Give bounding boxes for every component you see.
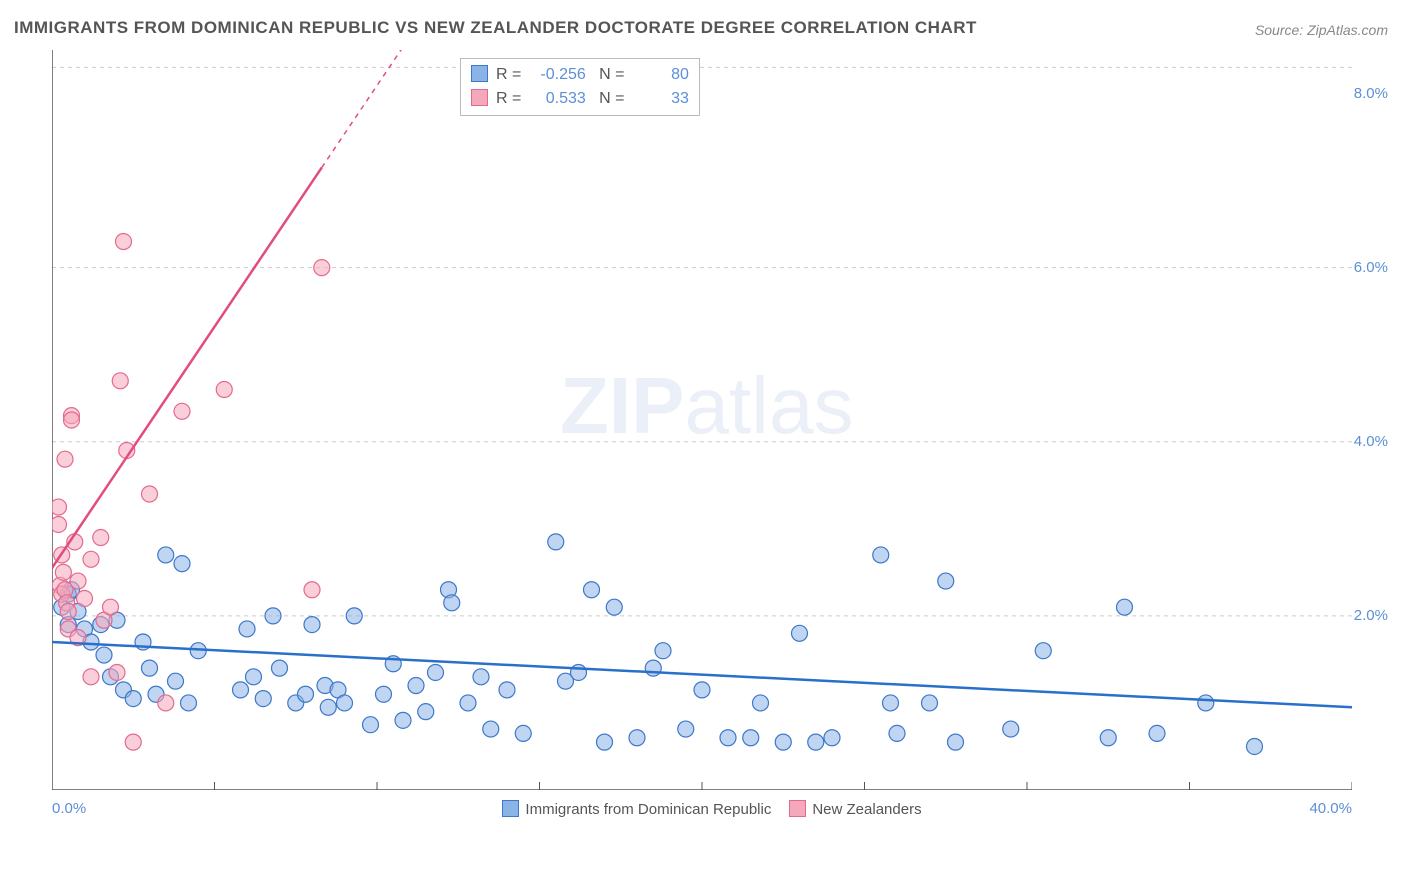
scatter-chart <box>52 50 1352 790</box>
stats-row: R = 0.533 N = 33 <box>471 87 689 111</box>
legend-swatch <box>502 800 519 817</box>
legend-swatch <box>471 65 488 82</box>
stats-legend-box: R = -0.256 N = 80R = 0.533 N = 33 <box>460 58 700 116</box>
legend-label: Immigrants from Dominican Republic <box>525 801 771 818</box>
chart-title: IMMIGRANTS FROM DOMINICAN REPUBLIC VS NE… <box>14 18 977 38</box>
legend-bottom: Immigrants from Dominican Republic New Ze… <box>0 800 1406 818</box>
stats-row: R = -0.256 N = 80 <box>471 63 689 87</box>
legend-swatch <box>471 89 488 106</box>
y-axis-ticks: 2.0% 4.0% 6.0% 8.0% <box>1328 50 1388 790</box>
source-label: Source: ZipAtlas.com <box>1255 22 1388 38</box>
legend-swatch <box>789 800 806 817</box>
y-tick-label: 6.0% <box>1354 259 1388 276</box>
y-axis-label-wrap: Doctorate Degree <box>16 50 36 790</box>
y-tick-label: 2.0% <box>1354 607 1388 624</box>
y-tick-label: 8.0% <box>1354 85 1388 102</box>
legend-label: New Zealanders <box>812 801 921 818</box>
y-tick-label: 4.0% <box>1354 433 1388 450</box>
